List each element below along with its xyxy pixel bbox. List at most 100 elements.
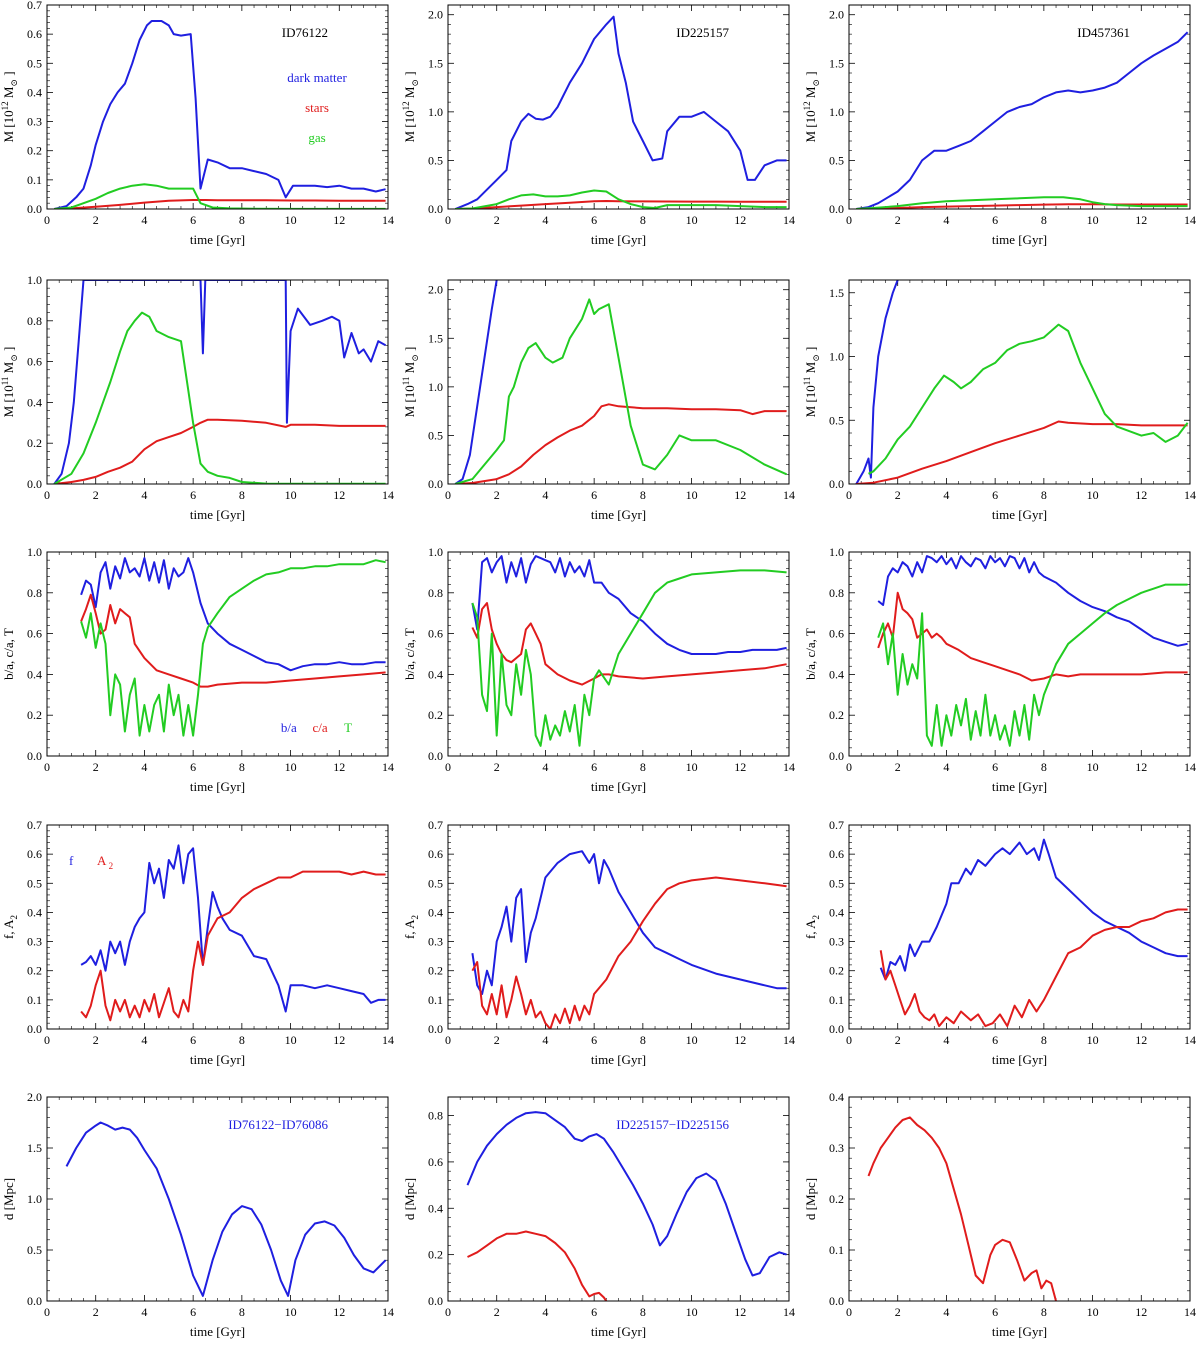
plot-frame xyxy=(848,824,1191,1030)
y-tick-label: 0.2 xyxy=(428,964,443,978)
y-axis-label-part: M [10 xyxy=(803,110,818,142)
x-axis-label: time [Gyr] xyxy=(992,1324,1047,1339)
x-tick-label: 6 xyxy=(992,213,998,227)
y-tick-label: 0.8 xyxy=(428,586,443,600)
x-tick-label: 4 xyxy=(542,1033,548,1047)
x-tick-label: 12 xyxy=(734,213,746,227)
chart-panel-10: 0 2 4 6 8 10 12 14 0.0 0.1 0.2 0.3 0.4 0.5 0.6 0.7 time … xyxy=(1,818,394,1067)
y-tick-label: 0.3 xyxy=(27,935,42,949)
x-tick-label: 12 xyxy=(333,488,345,502)
x-tick-label: 2 xyxy=(93,1305,99,1319)
y-tick-label: 2.0 xyxy=(27,1090,42,1104)
annotation: f xyxy=(69,853,74,868)
y-tick-label: 1.0 xyxy=(829,545,844,559)
y-axis-label: b/a, c/a, T xyxy=(1,628,16,680)
x-tick-label: 12 xyxy=(1135,760,1147,774)
x-tick-label: 14 xyxy=(783,1305,795,1319)
y-axis-label-part: M [10 xyxy=(402,385,417,417)
series-line-dark-matter xyxy=(855,280,899,484)
y-tick-label: 0.5 xyxy=(829,413,844,427)
y-tick-label: 0.1 xyxy=(27,173,42,187)
y-tick-label: 0.5 xyxy=(829,876,844,890)
plot-frame xyxy=(447,279,790,485)
series-line-f xyxy=(80,844,386,1013)
series-line-dark-matter xyxy=(454,280,498,484)
annotation: ID76122−ID76086 xyxy=(228,1117,328,1132)
y-tick-label: 0.0 xyxy=(428,1294,443,1308)
y-axis-label: d [Mpc] xyxy=(402,1178,417,1220)
chart-panel-4: 0 2 4 6 8 10 12 14 0.0 0.2 0.4 0.6 0.8 1.0 time [Gyr] M… xyxy=(0,273,394,522)
x-tick-label: 0 xyxy=(44,1033,50,1047)
x-tick-label: 12 xyxy=(333,1033,345,1047)
x-tick-label: 2 xyxy=(494,488,500,502)
x-tick-label: 10 xyxy=(686,488,698,502)
x-axis-label: time [Gyr] xyxy=(992,507,1047,522)
y-axis-label: M [1012 M⊙ ] xyxy=(0,71,19,142)
x-tick-label: 14 xyxy=(783,1033,795,1047)
x-tick-label: 6 xyxy=(591,213,597,227)
y-axis-label-part: ⊙ xyxy=(9,354,19,362)
x-tick-label: 10 xyxy=(1087,1305,1099,1319)
y-axis-label-part: M [10 xyxy=(402,110,417,142)
plot-frame xyxy=(46,279,389,485)
y-axis-label-part: M xyxy=(803,361,818,373)
series-line-b-a xyxy=(80,557,386,672)
y-axis-label-part: f, A xyxy=(1,919,16,939)
series-line-stars xyxy=(54,199,386,209)
series-line-a-2 xyxy=(879,908,1188,1028)
y-axis-label-part: 2 xyxy=(9,915,19,920)
x-tick-label: 10 xyxy=(1087,213,1099,227)
y-tick-label: 0.2 xyxy=(27,708,42,722)
y-tick-label: 0.7 xyxy=(27,0,42,12)
x-tick-label: 14 xyxy=(382,1033,394,1047)
y-tick-label: 0.0 xyxy=(428,477,443,491)
x-tick-label: 8 xyxy=(239,213,245,227)
x-tick-label: 4 xyxy=(542,488,548,502)
y-axis-label: M [1011 M⊙ ] xyxy=(802,347,821,418)
y-axis-label-part: ⊙ xyxy=(811,354,821,362)
y-axis-label-part: 11 xyxy=(401,377,411,386)
x-tick-label: 14 xyxy=(1184,760,1196,774)
x-axis-label: time [Gyr] xyxy=(591,232,646,247)
chart-panel-5: 0 2 4 6 8 10 12 14 0.0 0.5 1.0 1.5 2.0 time [Gyr] M [1… xyxy=(401,279,795,522)
y-tick-label: 0.8 xyxy=(27,586,42,600)
y-tick-label: 0.8 xyxy=(829,586,844,600)
y-tick-label: 0.0 xyxy=(27,1022,42,1036)
x-tick-label: 4 xyxy=(943,1033,949,1047)
chart-panel-9: 0 2 4 6 8 10 12 14 0.0 0.2 0.4 0.6 0.8 1.0 time [Gyr] b… xyxy=(803,545,1196,794)
annotation: ID457361 xyxy=(1077,25,1130,40)
y-tick-label: 0.8 xyxy=(428,1109,443,1123)
x-tick-label: 2 xyxy=(494,213,500,227)
series-line-a-2 xyxy=(471,876,787,1029)
x-tick-label: 10 xyxy=(1087,760,1099,774)
x-tick-label: 8 xyxy=(239,488,245,502)
x-tick-label: 2 xyxy=(93,1033,99,1047)
y-tick-label: 1.0 xyxy=(829,105,844,119)
x-tick-label: 12 xyxy=(734,1033,746,1047)
series-line-c-a xyxy=(80,593,386,688)
x-tick-label: 8 xyxy=(239,760,245,774)
plot-frame xyxy=(848,4,1191,210)
series-line-stars xyxy=(455,403,787,484)
y-tick-label: 1.5 xyxy=(428,331,443,345)
x-tick-label: 2 xyxy=(93,760,99,774)
x-axis-label: time [Gyr] xyxy=(591,1052,646,1067)
y-tick-label: 0.0 xyxy=(27,202,42,216)
annotation: stars xyxy=(305,100,329,115)
x-tick-label: 6 xyxy=(992,760,998,774)
y-tick-label: 0.2 xyxy=(27,436,42,450)
x-axis-label: time [Gyr] xyxy=(591,779,646,794)
annotation: T xyxy=(344,720,352,735)
x-tick-label: 10 xyxy=(686,760,698,774)
x-tick-label: 2 xyxy=(494,760,500,774)
y-tick-label: 0.0 xyxy=(27,1294,42,1308)
y-axis-label-part: M xyxy=(1,361,16,373)
y-tick-label: 1.5 xyxy=(829,286,844,300)
y-axis-label-part: ] xyxy=(402,71,417,75)
plot-frame xyxy=(46,551,389,757)
y-tick-label: 1.0 xyxy=(27,1192,42,1206)
y-axis-label-part: 12 xyxy=(0,101,10,110)
y-tick-label: 0.8 xyxy=(27,314,42,328)
annotation: b/a xyxy=(281,720,297,735)
